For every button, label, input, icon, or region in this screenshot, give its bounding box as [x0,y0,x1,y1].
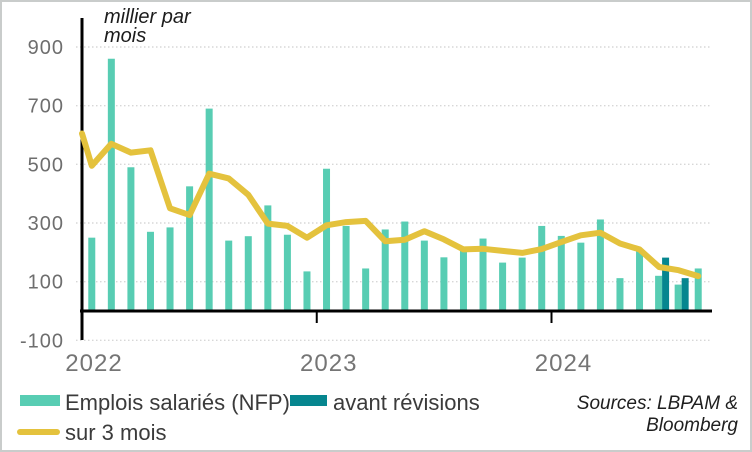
source-note: Sources: LBPAM & Bloomberg [576,393,738,436]
nfp-bar [225,240,233,311]
revision-bar [681,278,689,311]
nfp-bar [146,231,154,311]
legend-swatch-nfp [20,395,60,406]
y-tick-label: -100 [20,330,64,352]
nfp-bar [655,275,663,311]
legend-label-3month-line: sur 3 mois [65,420,167,445]
nfp-bar [538,225,546,311]
nfp-bar [694,268,702,311]
nfp-bar [557,235,565,311]
legend-label-revisions: avant révisions [333,390,480,415]
legend-swatch-revisions [290,395,327,406]
nfp-bar [499,262,507,311]
nfp-bar [303,271,311,311]
x-year-label: 2023 [300,350,357,377]
revision-bar [662,257,670,311]
y-tick-label: 100 [28,272,64,294]
nfp-bar [577,242,585,311]
nfp-bar [244,236,252,311]
y-tick-label: 500 [28,154,64,176]
nfp-bar [674,284,682,311]
nfp-bar [596,219,604,311]
legend-label-nfp: Emplois salariés (NFP) [65,390,290,415]
nfp-bar [186,186,194,311]
nfp-bar [381,229,389,311]
avg-line [79,130,702,280]
nfp-bar [127,167,135,311]
unit-annotation: millier par mois [104,6,191,47]
nfp-bar [323,168,331,311]
nfp-bar [459,249,467,311]
x-year-label: 2024 [535,350,592,377]
y-tick-label: 300 [28,213,64,235]
nfp-bar [420,240,428,311]
nfp-bar [362,268,370,311]
nfp-bar [88,237,96,311]
nfp-bar [401,221,409,311]
nfp-bar [616,278,624,311]
nfp-bar [342,225,350,311]
y-tick-label: 700 [28,96,64,118]
nfp-bar [283,234,291,311]
legend-swatch-3month-line [17,429,60,435]
y-tick-label: 900 [28,37,64,59]
nfp-bar [636,249,644,311]
nfp-bar [518,257,526,311]
nfp-bar [166,227,174,311]
nfp-bar [479,238,487,311]
nfp-bar [440,257,448,311]
x-year-label: 2022 [65,350,122,377]
nfp-bar [107,58,115,311]
nfp-bar [264,205,272,311]
nfp-bar [205,108,213,312]
